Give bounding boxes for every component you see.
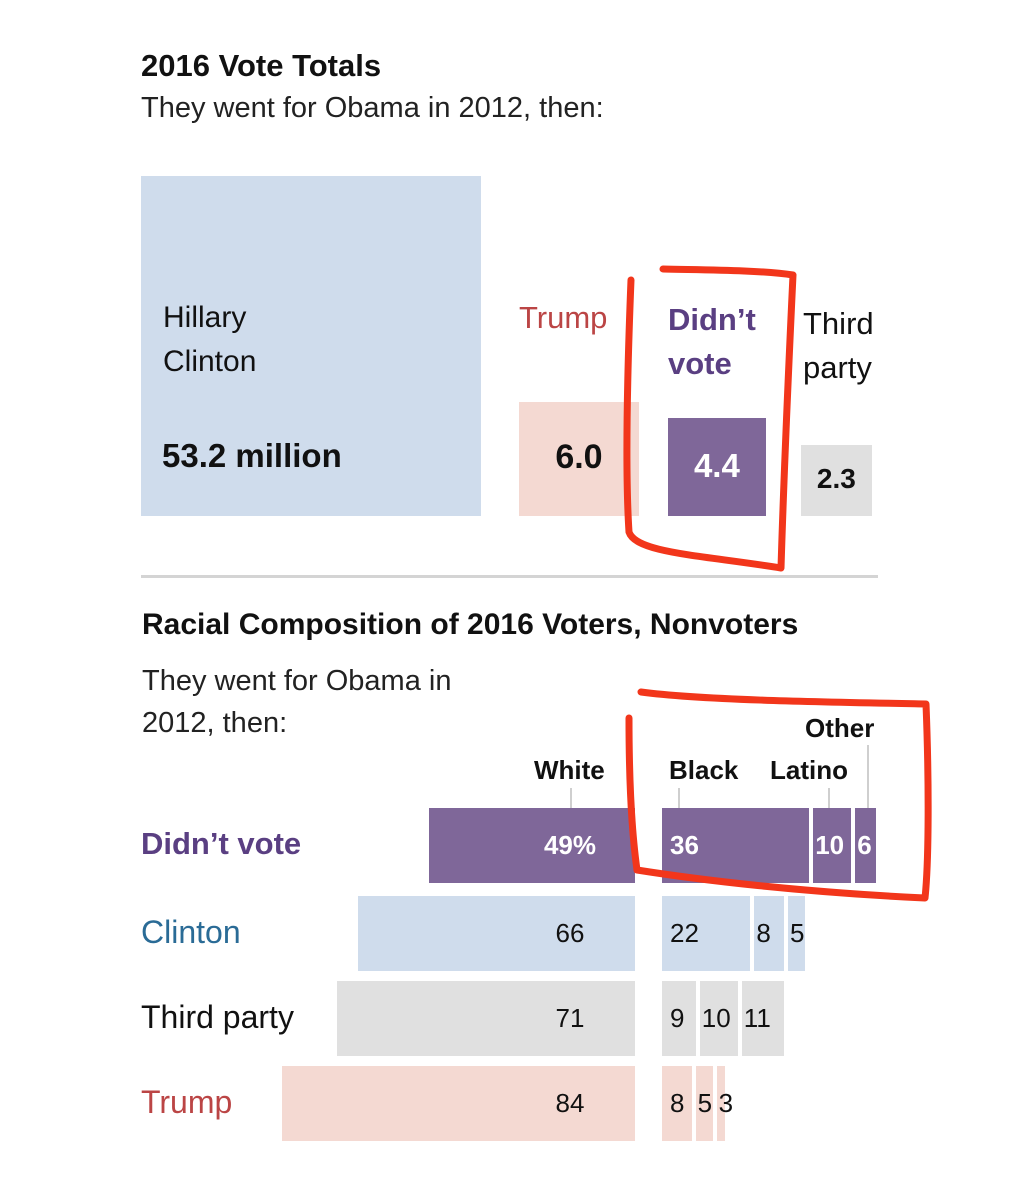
racial-composition-chart: Didn’t vote 49% 36 10 6 Clinton 66 22 8 5 Third pa… bbox=[0, 700, 1019, 1180]
bar-trump-white bbox=[282, 1066, 635, 1141]
section-2-title: Racial Composition of 2016 Voters, Nonvo… bbox=[142, 608, 799, 641]
leader-tick-latino bbox=[828, 788, 830, 808]
column-header-other: Other bbox=[805, 713, 875, 743]
label-third_party-white: 71 bbox=[555, 1003, 585, 1033]
bar-third_party-black bbox=[662, 981, 696, 1056]
label-clinton-white: 66 bbox=[555, 918, 585, 948]
label-didnt_vote: Didn’t vote bbox=[668, 302, 756, 381]
leader-tick-other bbox=[867, 745, 869, 808]
label-third_party-latino: 10 bbox=[701, 1003, 731, 1033]
label-third_party: Third party bbox=[803, 306, 874, 385]
label-clinton-latino: 8 bbox=[756, 918, 771, 948]
value-didnt_vote: 4.4 bbox=[693, 446, 740, 484]
row-label-trump: Trump bbox=[141, 1084, 233, 1120]
label-didnt_vote-black: 36 bbox=[670, 830, 699, 860]
label-trump-black: 8 bbox=[670, 1088, 685, 1118]
label-clinton-other: 5 bbox=[790, 918, 805, 948]
section-2-subtitle: They went for Obama in 2012, then: bbox=[142, 665, 452, 739]
value-trump: 6.0 bbox=[555, 437, 603, 476]
label-clinton-black: 22 bbox=[670, 918, 699, 948]
column-header-white: White bbox=[534, 755, 605, 785]
box-clinton bbox=[141, 176, 481, 516]
bar-clinton-other bbox=[788, 896, 805, 971]
row-label-third_party: Third party bbox=[141, 999, 294, 1035]
label-didnt_vote-latino: 10 bbox=[815, 830, 845, 860]
row-label-didnt_vote: Didn’t vote bbox=[141, 826, 302, 861]
value-clinton: 53.2 million bbox=[162, 437, 342, 474]
bar-clinton-black bbox=[662, 896, 751, 971]
label-trump-white: 84 bbox=[555, 1088, 585, 1118]
leader-tick-white bbox=[570, 788, 572, 808]
label-trump: Trump bbox=[519, 300, 608, 335]
label-third_party-black: 9 bbox=[670, 1003, 685, 1033]
bar-trump-black bbox=[662, 1066, 692, 1141]
row-label-clinton: Clinton bbox=[141, 914, 241, 950]
bar-third_party-white bbox=[336, 981, 635, 1056]
label-trump-latino: 5 bbox=[697, 1088, 713, 1118]
section-1-title: 2016 Vote Totals bbox=[141, 48, 382, 83]
section-1-subtitle: They went for Obama in 2012, then: bbox=[141, 92, 604, 124]
bar-trump-latino bbox=[695, 1066, 713, 1141]
label-trump-other: 3 bbox=[718, 1088, 734, 1118]
value-third_party: 2.3 bbox=[816, 463, 856, 495]
bar-clinton-white bbox=[357, 896, 635, 971]
section-divider bbox=[141, 575, 878, 578]
bar-third_party-latino bbox=[699, 981, 738, 1056]
label-clinton: Hillary Clinton bbox=[163, 301, 257, 378]
label-didnt_vote-other: 6 bbox=[857, 830, 872, 860]
box-trump bbox=[519, 401, 639, 516]
column-header-latino: Latino bbox=[770, 755, 848, 785]
bar-didnt_vote-white bbox=[429, 808, 635, 883]
label-third_party-other: 11 bbox=[743, 1003, 771, 1033]
bar-clinton-latino bbox=[754, 896, 784, 971]
leader-tick-black bbox=[678, 788, 680, 808]
bar-third_party-other bbox=[741, 981, 784, 1056]
bar-trump-other bbox=[716, 1066, 726, 1141]
box-third_party bbox=[801, 445, 872, 516]
label-didnt_vote-white: 49% bbox=[543, 830, 597, 860]
column-header-black: Black bbox=[669, 755, 739, 785]
vote-totals-chart: 53.2 million 6.0 4.4 2.3 Hillary Clinton Trum… bbox=[0, 0, 1019, 560]
